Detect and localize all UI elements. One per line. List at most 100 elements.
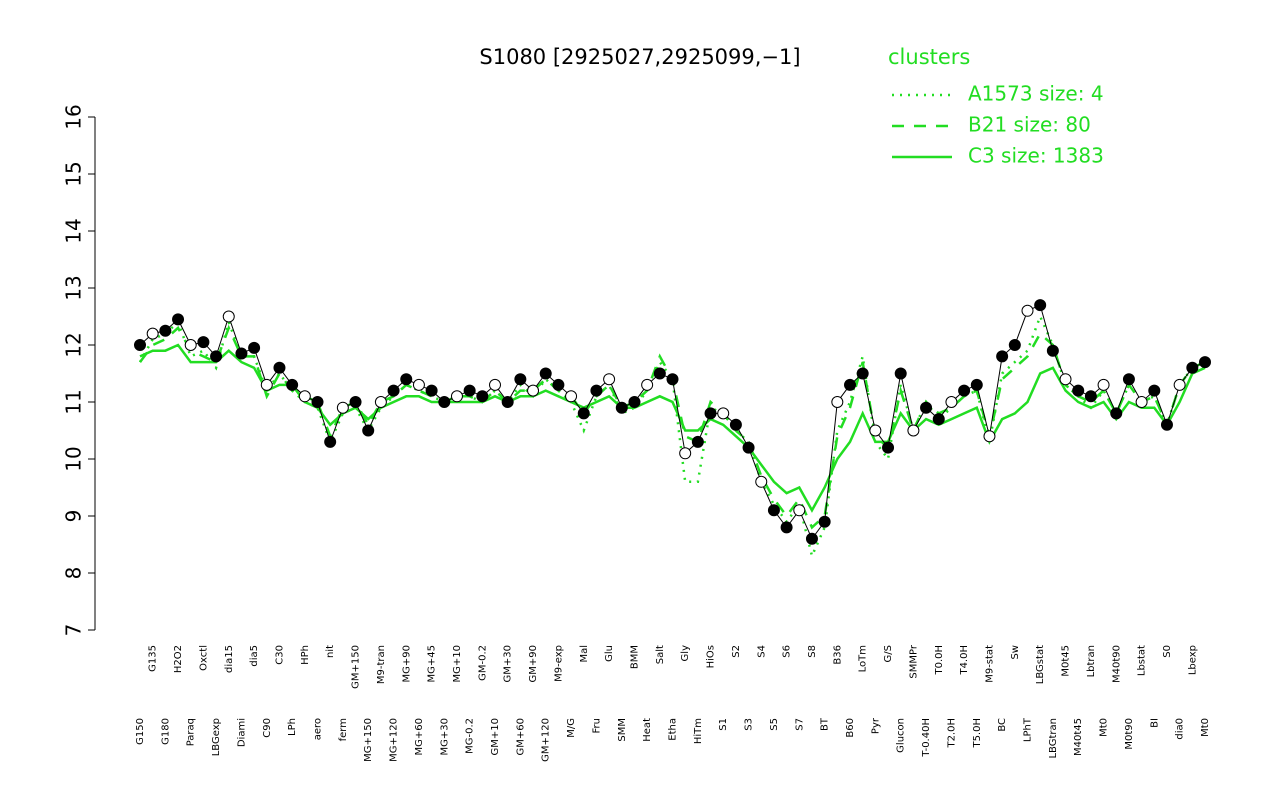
data-point [1072,384,1085,397]
data-point [134,339,146,351]
data-point [729,418,742,431]
x-tick-label: MG+30 [439,718,450,755]
data-point [1135,396,1148,408]
x-tick-label: GM+120 [541,718,552,762]
x-tick-label: Salt [655,645,666,664]
x-tick-label: T4.0H [959,645,970,676]
x-tick-label: Glu [604,645,615,662]
x-tick-label: BT [820,717,831,731]
data-point [286,378,299,391]
y-tick-label: 8 [62,567,86,580]
data-point [920,401,933,414]
data-point [780,521,793,534]
data-point [1110,407,1123,420]
data-point [1173,378,1186,391]
data-point [438,396,451,408]
data-point [552,378,565,391]
x-tick-label: aero [313,718,324,740]
data-point [235,347,248,360]
data-point [1122,373,1135,386]
x-tick-label: G/S [883,645,894,662]
data-point [958,384,971,397]
data-point [311,396,324,408]
x-tick-label: GM+10 [490,718,501,755]
x-tick-label: S1 [718,718,729,731]
x-tick-label: GM+30 [503,645,514,682]
x-tick-label: C30 [274,645,285,665]
data-point [844,378,856,391]
data-point [603,373,616,386]
data-point [1097,378,1110,391]
x-tick-label: SMMPr [908,644,919,678]
x-tick-label: GM+90 [528,645,539,682]
data-point [590,384,603,397]
y-tick-label: 16 [62,104,86,129]
x-tick-label: M9-stat [984,645,995,683]
data-point [653,367,666,380]
data-point [628,396,641,408]
x-tick-label: Gly [680,645,691,662]
x-tick-label: G180 [160,718,171,745]
data-point [666,373,679,386]
x-tick-label: HiTm [693,718,704,744]
x-tick-label: dia0 [1175,718,1186,740]
data-point [831,396,844,408]
x-tick-label: G150 [135,718,146,745]
x-tick-label: nit [325,645,336,658]
x-tick-label: Mal [579,645,590,663]
x-tick-label: S7 [794,718,805,731]
data-point [260,378,273,391]
data-point [742,441,755,454]
data-point [349,396,362,408]
data-point [907,424,920,437]
x-tick-label: SMM [617,718,628,742]
x-tick-label: M9-tran [376,645,387,684]
data-point [1199,356,1211,369]
y-tick-label: 15 [62,161,86,186]
data-point [514,373,527,386]
x-tick-label: GM-0.2 [477,645,488,681]
x-tick-label: MG+120 [389,718,400,762]
x-tick-label: M0t90 [1124,718,1135,750]
data-point [476,390,489,403]
x-tick-label: LPhT [1023,717,1034,742]
x-tick-label: MG+10 [452,645,463,682]
data-point [1160,418,1173,431]
x-tick-label: B36 [832,645,843,665]
x-tick-label: Oxctl [198,645,209,671]
x-tick-label: Heat [642,718,653,742]
legend-label: C3 size: 1383 [968,144,1104,168]
x-tick-label: S0 [1162,645,1173,658]
data-point [932,413,945,426]
x-tick-label: T2.0H [946,718,957,749]
y-tick-label: 10 [62,446,86,471]
data-point [412,378,425,391]
x-tick-label: Glucon [896,718,907,753]
x-tick-label: MG+45 [427,645,438,682]
data-point [983,430,996,443]
x-tick-label: Etha [668,718,679,741]
data-point [945,396,958,408]
data-point [501,396,514,408]
x-tick-label: M40t90 [1111,645,1122,683]
data-point [248,341,261,354]
data-point [717,407,730,420]
x-tick-label: Lbstat [1137,645,1148,676]
x-tick-label: MG-0.2 [465,718,476,754]
data-point [1059,373,1072,386]
x-tick-label: S8 [807,645,818,658]
data-point [894,367,907,380]
x-tick-label: HiOs [706,645,717,668]
data-point [755,475,768,488]
x-tick-label: Pyr [870,717,881,734]
x-tick-label: Mt0 [1099,718,1110,737]
x-tick-label: B60 [845,718,856,738]
data-point [159,324,172,337]
x-tick-label: LPh [287,718,298,736]
data-point [463,384,476,397]
x-tick-label: S6 [782,645,793,658]
x-tick-label: Lbtran [1086,645,1097,677]
x-tick-label: S4 [756,645,767,658]
data-point [450,390,463,403]
